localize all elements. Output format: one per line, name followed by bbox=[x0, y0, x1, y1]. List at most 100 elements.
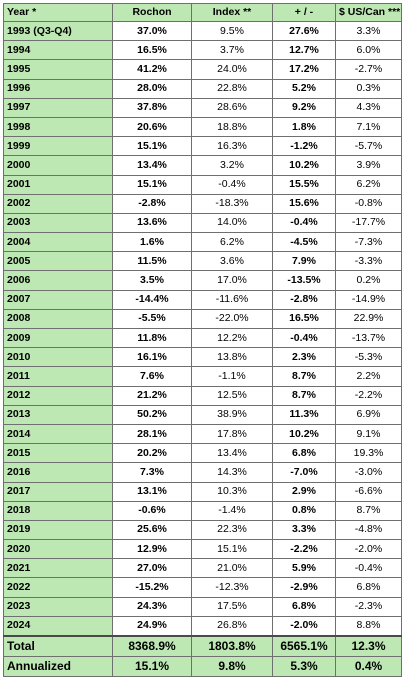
difference-cell: 27.6% bbox=[272, 20, 336, 42]
index-cell: 22.8% bbox=[191, 78, 273, 99]
index-cell: -18.3% bbox=[191, 193, 273, 214]
table-row: 1996 28.0% 22.8% 5.2% 0.3% bbox=[3, 78, 402, 99]
index-cell: 14.3% bbox=[191, 462, 273, 483]
index-cell: 28.6% bbox=[191, 97, 273, 118]
table-row: 2003 13.6% 14.0% -0.4% -17.7% bbox=[3, 212, 402, 234]
rochon-cell: 37.0% bbox=[112, 20, 192, 42]
table-row: 2002 -2.8% -18.3% 15.6% -0.8% bbox=[3, 193, 402, 214]
us-can-cell: -4.8% bbox=[335, 519, 402, 541]
year-cell: 2015 bbox=[3, 443, 113, 464]
year-cell: 2011 bbox=[3, 366, 113, 387]
difference-cell: 9.2% bbox=[272, 97, 336, 118]
header-rochon: Rochon bbox=[112, 3, 192, 22]
index-cell: 3.6% bbox=[191, 251, 273, 272]
total-rochon: 8368.9% bbox=[112, 635, 192, 657]
rochon-cell: -0.6% bbox=[112, 500, 192, 521]
us-can-cell: 8.7% bbox=[335, 500, 402, 521]
us-can-cell: 19.3% bbox=[335, 443, 402, 464]
header-us-can: $ US/Can *** bbox=[335, 3, 402, 22]
us-can-cell: -5.3% bbox=[335, 347, 402, 368]
returns-table: Year * Rochon Index ** + / - $ US/Can **… bbox=[3, 3, 402, 677]
year-cell: 2016 bbox=[3, 462, 113, 483]
year-cell: 2000 bbox=[3, 155, 113, 176]
table-row: 2012 21.2% 12.5% 8.7% -2.2% bbox=[3, 385, 402, 406]
difference-cell: 5.2% bbox=[272, 78, 336, 99]
year-cell: 1995 bbox=[3, 59, 113, 80]
index-cell: 10.3% bbox=[191, 481, 273, 502]
index-cell: -1.4% bbox=[191, 500, 273, 521]
index-cell: 17.0% bbox=[191, 270, 273, 291]
annualized-difference: 5.3% bbox=[272, 656, 336, 677]
rochon-cell: 11.8% bbox=[112, 327, 192, 349]
table-row: 2011 7.6% -1.1% 8.7% 2.2% bbox=[3, 366, 402, 387]
difference-cell: -2.8% bbox=[272, 289, 336, 310]
difference-cell: 2.9% bbox=[272, 481, 336, 502]
year-cell: 2017 bbox=[3, 481, 113, 502]
header-index: Index ** bbox=[191, 3, 273, 22]
table-row: 1994 16.5% 3.7% 12.7% 6.0% bbox=[3, 40, 402, 61]
us-can-cell: 22.9% bbox=[335, 308, 402, 330]
table-row: 2004 1.6% 6.2% -4.5% -7.3% bbox=[3, 232, 402, 253]
table-row: 2013 50.2% 38.9% 11.3% 6.9% bbox=[3, 404, 402, 425]
header-year: Year * bbox=[3, 3, 113, 22]
index-cell: 3.7% bbox=[191, 40, 273, 61]
table-row: 2018 -0.6% -1.4% 0.8% 8.7% bbox=[3, 500, 402, 521]
difference-cell: 15.6% bbox=[272, 193, 336, 214]
rochon-cell: 41.2% bbox=[112, 59, 192, 80]
year-cell: 2007 bbox=[3, 289, 113, 310]
rochon-cell: 11.5% bbox=[112, 251, 192, 272]
table-row: 1998 20.6% 18.8% 1.8% 7.1% bbox=[3, 116, 402, 138]
difference-cell: -2.2% bbox=[272, 539, 336, 560]
difference-cell: -1.2% bbox=[272, 136, 336, 157]
year-cell: 2018 bbox=[3, 500, 113, 521]
table-row: 1999 15.1% 16.3% -1.2% -5.7% bbox=[3, 136, 402, 157]
difference-cell: 10.2% bbox=[272, 423, 336, 445]
difference-cell: 8.7% bbox=[272, 366, 336, 387]
table-row: 2020 12.9% 15.1% -2.2% -2.0% bbox=[3, 539, 402, 560]
us-can-cell: 3.3% bbox=[335, 20, 402, 42]
table-row: 2015 20.2% 13.4% 6.8% 19.3% bbox=[3, 443, 402, 464]
rochon-cell: 7.3% bbox=[112, 462, 192, 483]
index-cell: -12.3% bbox=[191, 577, 273, 598]
us-can-cell: -0.8% bbox=[335, 193, 402, 214]
index-cell: 21.0% bbox=[191, 558, 273, 579]
annualized-us-can: 0.4% bbox=[335, 656, 402, 677]
rochon-cell: 20.2% bbox=[112, 443, 192, 464]
us-can-cell: 6.0% bbox=[335, 40, 402, 61]
index-cell: 18.8% bbox=[191, 116, 273, 138]
index-cell: 9.5% bbox=[191, 20, 273, 42]
us-can-cell: 6.2% bbox=[335, 174, 402, 195]
difference-cell: 17.2% bbox=[272, 59, 336, 80]
table-row: 2007 -14.4% -11.6% -2.8% -14.9% bbox=[3, 289, 402, 310]
difference-cell: 6.8% bbox=[272, 443, 336, 464]
difference-cell: 1.8% bbox=[272, 116, 336, 138]
rochon-cell: 3.5% bbox=[112, 270, 192, 291]
rochon-cell: 28.1% bbox=[112, 423, 192, 445]
index-cell: -0.4% bbox=[191, 174, 273, 195]
difference-cell: 2.3% bbox=[272, 347, 336, 368]
year-cell: 2013 bbox=[3, 404, 113, 425]
us-can-cell: -2.0% bbox=[335, 539, 402, 560]
us-can-cell: -17.7% bbox=[335, 212, 402, 234]
year-cell: 2004 bbox=[3, 232, 113, 253]
year-cell: 2024 bbox=[3, 615, 113, 637]
annualized-index: 9.8% bbox=[191, 656, 273, 677]
table-row: 2014 28.1% 17.8% 10.2% 9.1% bbox=[3, 423, 402, 445]
year-cell: 1997 bbox=[3, 97, 113, 118]
rochon-cell: 15.1% bbox=[112, 136, 192, 157]
us-can-cell: -14.9% bbox=[335, 289, 402, 310]
index-cell: -22.0% bbox=[191, 308, 273, 330]
difference-cell: 12.7% bbox=[272, 40, 336, 61]
us-can-cell: -3.3% bbox=[335, 251, 402, 272]
total-index: 1803.8% bbox=[191, 635, 273, 657]
us-can-cell: -13.7% bbox=[335, 327, 402, 349]
difference-cell: 7.9% bbox=[272, 251, 336, 272]
table-row: 2005 11.5% 3.6% 7.9% -3.3% bbox=[3, 251, 402, 272]
header-difference: + / - bbox=[272, 3, 336, 22]
table-body: 1993 (Q3-Q4) 37.0% 9.5% 27.6% 3.3% 1994 16.5% 3… bbox=[3, 20, 402, 637]
rochon-cell: 7.6% bbox=[112, 366, 192, 387]
index-cell: 12.2% bbox=[191, 327, 273, 349]
year-cell: 1996 bbox=[3, 78, 113, 99]
annualized-label: Annualized bbox=[3, 656, 113, 677]
us-can-cell: 2.2% bbox=[335, 366, 402, 387]
